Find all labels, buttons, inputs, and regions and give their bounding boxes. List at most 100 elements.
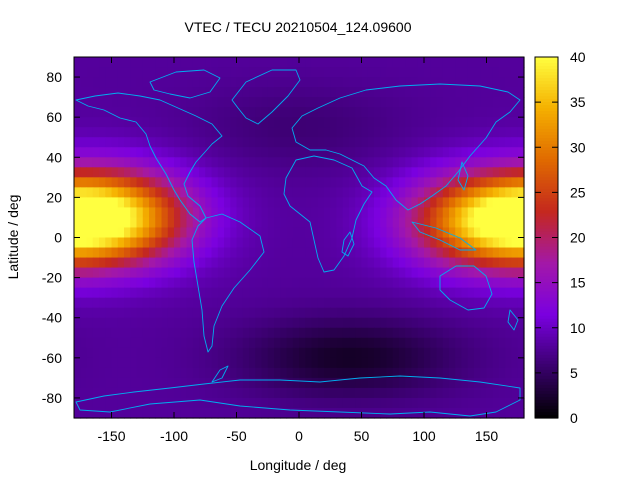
heatmap-cell	[361, 337, 369, 349]
heatmap-cell	[286, 157, 294, 168]
heatmap-cell	[467, 247, 475, 259]
heatmap-cell	[205, 97, 213, 108]
coastline-south-america	[191, 213, 265, 353]
heatmap-cell	[99, 367, 106, 379]
heatmap-cell	[330, 267, 338, 279]
heatmap-cell	[130, 407, 138, 419]
heatmap-cell	[174, 227, 181, 239]
heatmap-cell	[174, 77, 181, 88]
heatmap-cell	[417, 207, 425, 219]
heatmap-cell	[211, 237, 219, 249]
heatmap-cell	[399, 397, 406, 409]
heatmap-cell	[224, 207, 231, 219]
heatmap-cell	[230, 337, 238, 349]
heatmap-cell	[480, 87, 488, 98]
heatmap-cell	[286, 407, 294, 419]
heatmap-cell	[124, 347, 131, 359]
heatmap-cell	[355, 67, 363, 78]
heatmap-cell	[424, 117, 431, 128]
heatmap-cell	[155, 197, 163, 209]
heatmap-cell	[386, 327, 394, 339]
heatmap-cell	[380, 57, 388, 68]
heatmap-cell	[424, 297, 431, 309]
heatmap-cell	[242, 247, 250, 259]
heatmap-cell	[411, 367, 419, 379]
heatmap-cell	[367, 77, 375, 88]
heatmap-cell	[405, 337, 413, 349]
heatmap-cell	[230, 77, 238, 88]
heatmap-cell	[505, 347, 513, 359]
heatmap-cell	[174, 57, 181, 68]
heatmap-cell	[117, 397, 125, 409]
heatmap-cell	[255, 117, 263, 128]
heatmap-cell	[455, 57, 463, 68]
heatmap-cell	[392, 367, 400, 379]
heatmap-cell	[380, 167, 388, 178]
colorbar-segment	[535, 201, 558, 206]
heatmap-cell	[442, 267, 450, 279]
heatmap-cell	[455, 227, 463, 239]
heatmap-cell	[392, 67, 400, 78]
colorbar-segment	[535, 270, 558, 275]
heatmap-cell	[267, 87, 275, 98]
heatmap-cell	[249, 317, 256, 329]
heatmap-cell	[249, 197, 256, 209]
heatmap-cell	[349, 217, 356, 229]
colorbar-segment	[535, 174, 558, 178]
heatmap-cell	[192, 397, 200, 409]
heatmap-cell	[124, 277, 131, 289]
heatmap-cell	[92, 367, 100, 379]
heatmap-cell	[180, 307, 188, 319]
heatmap-cell	[286, 117, 294, 128]
heatmap-cell	[367, 317, 375, 329]
heatmap-cell	[224, 217, 231, 229]
heatmap-cell	[336, 237, 344, 249]
heatmap-cell	[174, 167, 181, 178]
heatmap-cell	[230, 237, 238, 249]
heatmap-cell	[236, 227, 244, 239]
heatmap-cell	[274, 97, 281, 108]
heatmap-cell	[180, 387, 188, 399]
heatmap-cell	[124, 77, 131, 88]
heatmap-cell	[374, 287, 381, 299]
heatmap-cell	[217, 107, 225, 118]
heatmap-cell	[442, 257, 450, 269]
heatmap-cell	[99, 127, 106, 138]
heatmap-cell	[80, 397, 88, 409]
heatmap-cell	[180, 177, 188, 188]
heatmap-cell	[474, 217, 481, 229]
heatmap-cell	[486, 367, 494, 379]
heatmap-cell	[261, 387, 269, 399]
heatmap-cell	[92, 277, 100, 289]
heatmap-cell	[442, 167, 450, 178]
heatmap-cell	[74, 257, 81, 269]
heatmap-cell	[430, 117, 438, 128]
heatmap-cell	[436, 157, 444, 168]
heatmap-cell	[517, 127, 525, 138]
heatmap-cell	[136, 327, 144, 339]
heatmap-cell	[180, 377, 188, 389]
colorbar-segment	[535, 378, 558, 383]
heatmap-cell	[355, 397, 363, 409]
heatmap-cell	[261, 87, 269, 98]
heatmap-cell	[117, 327, 125, 339]
heatmap-cell	[255, 147, 263, 158]
heatmap-cell	[255, 327, 263, 339]
heatmap-cell	[361, 267, 369, 279]
heatmap-cell	[117, 237, 125, 249]
heatmap-cell	[436, 327, 444, 339]
heatmap-cell	[92, 397, 100, 409]
colorbar-segment	[535, 120, 558, 124]
heatmap-cell	[480, 367, 488, 379]
heatmap-cell	[486, 247, 494, 259]
heatmap-cell	[236, 197, 244, 209]
heatmap-cell	[342, 107, 350, 118]
heatmap-cell	[442, 247, 450, 259]
heatmap-cell	[117, 287, 125, 299]
heatmap-cell	[336, 147, 344, 158]
heatmap-cell	[161, 187, 169, 198]
heatmap-cell	[205, 347, 213, 359]
heatmap-cell	[86, 327, 94, 339]
colorbar-segment	[535, 333, 558, 338]
heatmap-cell	[142, 157, 150, 168]
